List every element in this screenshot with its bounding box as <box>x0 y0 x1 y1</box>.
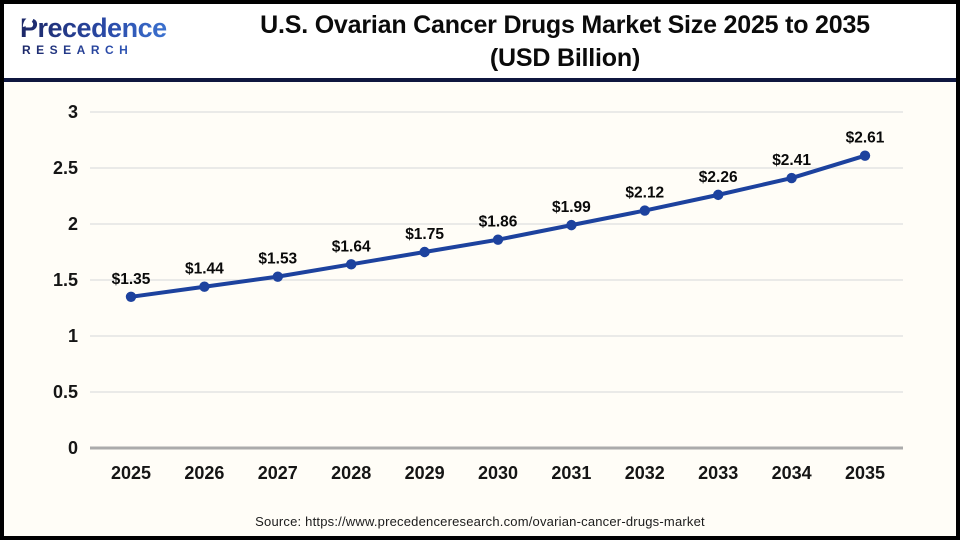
data-point <box>272 271 283 282</box>
header: Precedence RESEARCH U.S. Ovarian Cancer … <box>4 4 956 78</box>
x-axis-tick-label: 2034 <box>772 463 812 483</box>
x-axis-tick-label: 2026 <box>184 463 224 483</box>
y-axis-tick-label: 1.5 <box>53 270 78 290</box>
data-point <box>199 281 210 292</box>
data-point-label: $1.86 <box>479 214 518 231</box>
x-axis-tick-label: 2028 <box>331 463 371 483</box>
y-axis-tick-label: 0.5 <box>53 382 78 402</box>
data-point-label: $2.26 <box>699 169 738 186</box>
source-text: Source: https://www.precedenceresearch.c… <box>255 514 705 529</box>
x-axis-tick-label: 2031 <box>551 463 591 483</box>
data-point-label: $2.12 <box>625 185 664 202</box>
data-point <box>492 234 504 245</box>
y-axis-tick-label: 0 <box>68 438 78 458</box>
leaf-icon <box>22 15 35 28</box>
x-axis-tick-label: 2027 <box>258 463 298 483</box>
data-point-label: $1.35 <box>112 271 151 288</box>
data-point <box>639 205 650 216</box>
data-point <box>786 172 797 184</box>
x-axis-tick-label: 2033 <box>698 463 738 483</box>
y-axis-tick-label: 1 <box>68 326 78 346</box>
logo-sub-text: RESEARCH <box>20 43 180 57</box>
data-point <box>859 150 871 161</box>
chart-title-line1: U.S. Ovarian Cancer Drugs Market Size 20… <box>260 11 870 39</box>
logo-brand-text: Precedence <box>20 14 180 42</box>
y-axis-tick-label: 2 <box>68 214 78 234</box>
y-axis-tick-label: 2.5 <box>53 158 78 178</box>
data-point <box>566 219 577 231</box>
data-point-label: $1.44 <box>185 261 224 278</box>
data-point-label: $1.64 <box>332 238 371 255</box>
data-point <box>125 291 137 302</box>
data-point-label: $1.75 <box>405 226 444 243</box>
data-point-label: $1.99 <box>552 199 591 216</box>
data-point <box>419 246 430 258</box>
data-point-label: $2.61 <box>846 130 885 147</box>
data-point-label: $2.41 <box>772 152 811 169</box>
x-axis-tick-label: 2025 <box>111 463 151 483</box>
x-axis-tick-label: 2035 <box>845 463 885 483</box>
x-axis-tick-label: 2030 <box>478 463 518 483</box>
chart-title-line2: (USD Billion) <box>489 44 641 72</box>
chart-area: 0 0.5 1 1.5 2 2.5 3 2025 2026 2027 2028 2029 2030 203… <box>4 82 956 536</box>
data-point-label: $1.53 <box>258 251 297 268</box>
header-divider <box>4 78 956 82</box>
x-axis-tick-label: 2032 <box>625 463 665 483</box>
x-axis-tick-label: 2029 <box>405 463 445 483</box>
brand-logo: Precedence RESEARCH <box>20 14 180 57</box>
chart-svg: 0 0.5 1 1.5 2 2.5 3 2025 2026 2027 2028 2029 2030 203… <box>53 102 903 483</box>
data-point <box>713 189 724 201</box>
data-point <box>346 259 357 270</box>
y-axis-tick-label: 3 <box>68 102 78 122</box>
chart-title: U.S. Ovarian Cancer Drugs Market Size 20… <box>174 9 956 75</box>
